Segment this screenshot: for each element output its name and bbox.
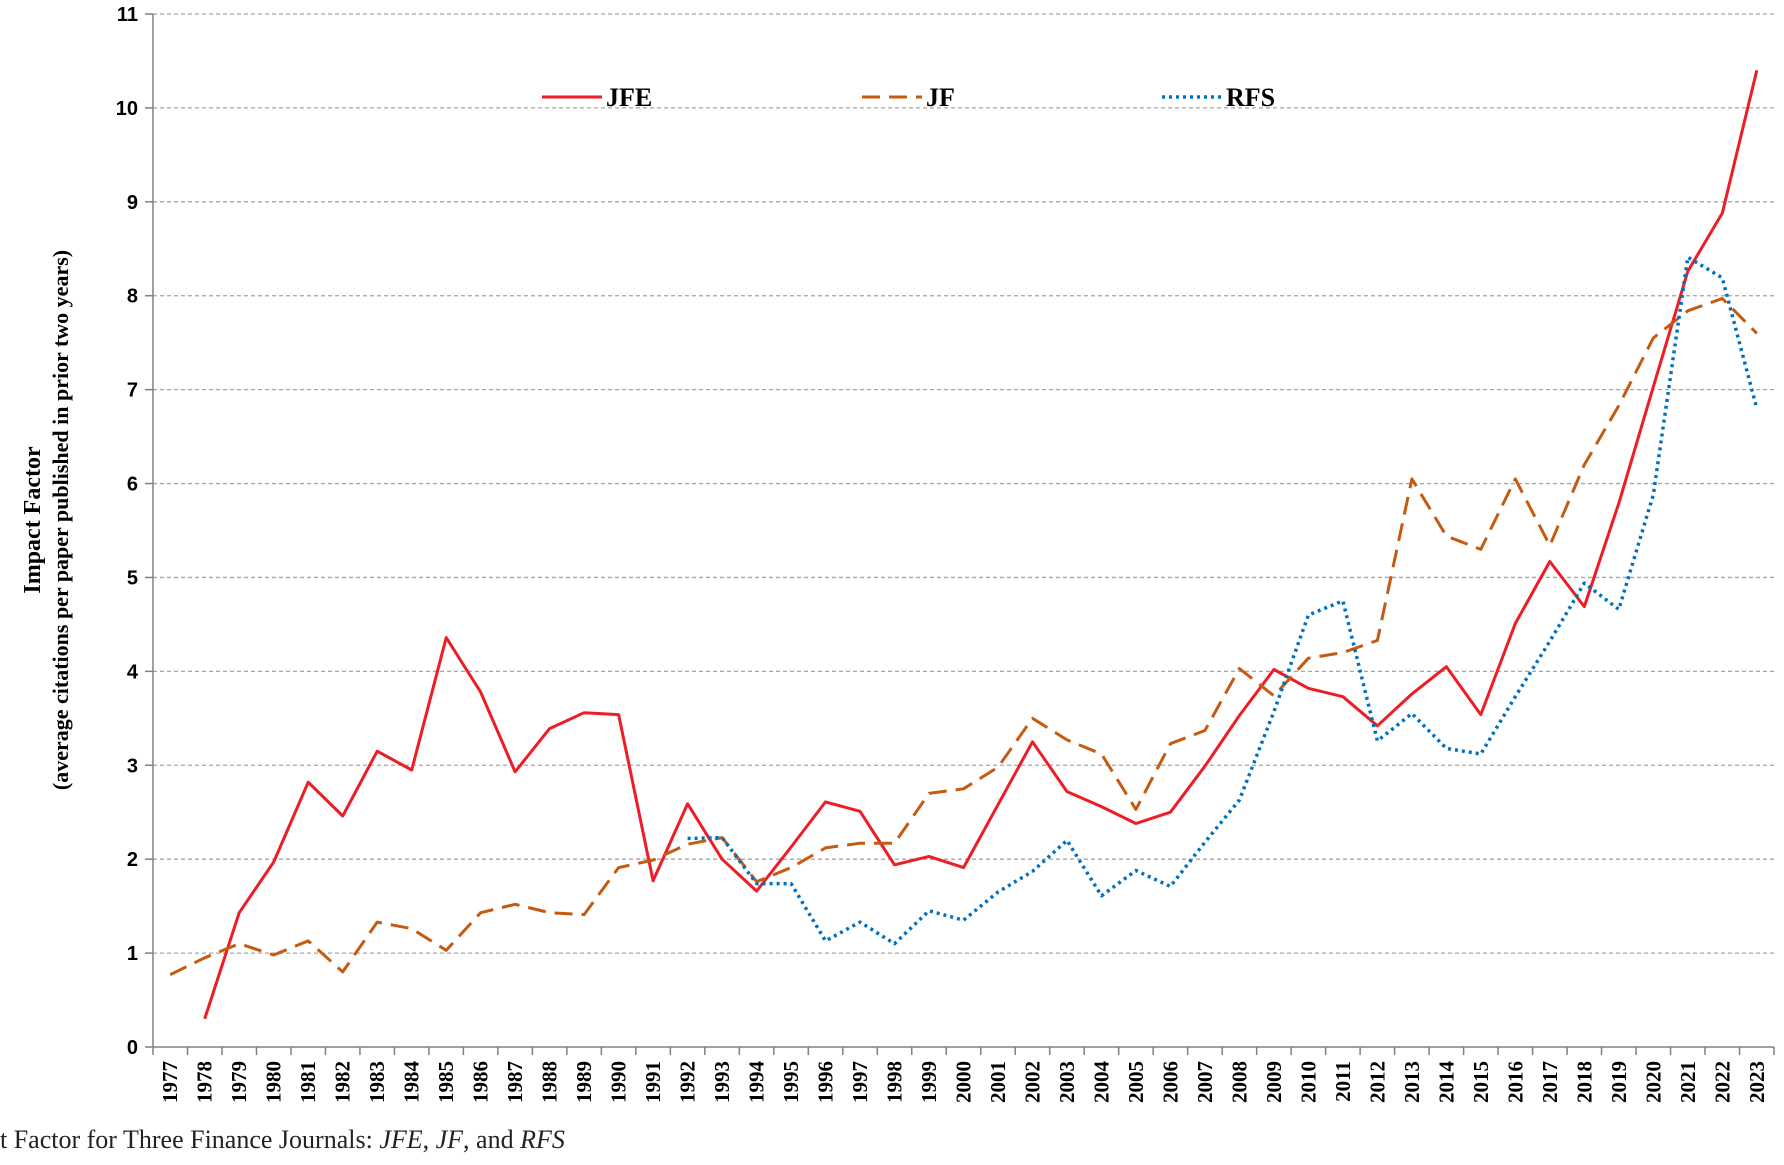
x-tick-label: 2007	[1193, 1061, 1217, 1103]
y-axis-label: Impact Factor	[20, 446, 46, 594]
x-tick-label: 2013	[1400, 1061, 1424, 1103]
x-tick-label: 2020	[1641, 1061, 1665, 1103]
x-tick-label: 2000	[952, 1061, 976, 1103]
x-tick-label: 1980	[262, 1061, 286, 1103]
x-tick-label: 2022	[1710, 1061, 1734, 1103]
axes	[145, 13, 1775, 1055]
gridlines	[153, 13, 1774, 954]
y-tick-label: 6	[127, 474, 138, 496]
series-line-rfs	[687, 255, 1759, 946]
caption-journal-2: JF	[435, 1125, 464, 1154]
legend-label-jf: JF	[926, 83, 955, 112]
caption-journal-1: JFE	[379, 1125, 423, 1154]
x-tick-label: 1979	[227, 1061, 251, 1103]
x-tick-label: 1994	[745, 1061, 769, 1104]
x-axis-tick-labels: 1977 1978 1979 1980 1981 1982 1983 1984 1985 1986…	[158, 1061, 1769, 1104]
x-tick-label: 2021	[1676, 1061, 1700, 1103]
caption-sep-1: ,	[422, 1125, 436, 1154]
y-tick-label: 7	[127, 380, 138, 402]
x-tick-label: 2016	[1503, 1061, 1527, 1103]
x-tick-label: 2005	[1124, 1061, 1148, 1103]
legend: JFE JF RFS	[542, 83, 1275, 112]
x-tick-label: 1985	[434, 1061, 458, 1103]
x-tick-label: 1999	[917, 1061, 941, 1103]
x-tick-label: 2001	[986, 1061, 1010, 1103]
x-tick-label: 1995	[779, 1061, 803, 1103]
y-tick-label: 3	[127, 755, 138, 777]
caption-prefix: t Factor for Three Finance Journals:	[0, 1125, 380, 1154]
x-tick-label: 2004	[1089, 1061, 1113, 1104]
y-tick-label: 9	[127, 192, 138, 214]
y-tick-label: 10	[116, 98, 138, 120]
x-tick-label: 1996	[814, 1061, 838, 1103]
y-tick-label: 1	[127, 943, 138, 965]
caption-sep-2: , and	[463, 1125, 521, 1154]
series-line-jf	[169, 297, 1758, 977]
x-tick-label: 2011	[1331, 1061, 1355, 1102]
x-tick-label: 1992	[676, 1061, 700, 1103]
x-tick-label: 2002	[1020, 1061, 1044, 1103]
y-axis-sublabel: (average citations per paper published i…	[48, 250, 73, 790]
x-tick-label: 2017	[1538, 1061, 1562, 1103]
legend-label-jfe: JFE	[606, 83, 652, 112]
x-tick-label: 2019	[1607, 1061, 1631, 1103]
x-tick-label: 1978	[193, 1061, 217, 1103]
x-tick-label: 2014	[1434, 1061, 1458, 1104]
y-tick-label: 4	[127, 661, 139, 683]
x-tick-label: 2012	[1365, 1061, 1389, 1103]
figure-caption: t Factor for Three Finance Journals: JFE…	[0, 1125, 565, 1155]
x-tick-label: 2006	[1158, 1061, 1182, 1103]
series-lines	[169, 69, 1759, 1020]
y-tick-label: 2	[127, 849, 138, 871]
x-tick-label: 2018	[1572, 1061, 1596, 1103]
x-tick-label: 1998	[883, 1061, 907, 1103]
x-tick-label: 1988	[538, 1061, 562, 1103]
x-tick-label: 2008	[1227, 1061, 1251, 1103]
caption-journal-3: RFS	[520, 1125, 565, 1154]
legend-label-rfs: RFS	[1226, 83, 1275, 112]
y-axis-label-group: Impact Factor (average citations per pap…	[20, 250, 73, 790]
x-tick-label: 1982	[331, 1061, 355, 1103]
x-tick-label: 2010	[1296, 1061, 1320, 1103]
y-tick-label: 5	[127, 567, 138, 589]
x-tick-label: 1977	[158, 1061, 182, 1103]
x-tick-label: 1986	[469, 1061, 493, 1103]
x-tick-label: 2023	[1745, 1061, 1769, 1103]
y-tick-label: 8	[127, 286, 138, 308]
series-line-jfe	[203, 69, 1759, 1020]
x-tick-label: 1984	[400, 1061, 424, 1104]
x-tick-label: 1989	[572, 1061, 596, 1103]
x-tick-label: 1990	[607, 1061, 631, 1103]
x-tick-label: 1987	[503, 1061, 527, 1103]
y-tick-label: 11	[117, 4, 138, 26]
x-tick-label: 1991	[641, 1061, 665, 1103]
x-tick-label: 1993	[710, 1061, 734, 1103]
x-tick-label: 2009	[1262, 1061, 1286, 1103]
x-tick-label: 2003	[1055, 1061, 1079, 1103]
x-tick-label: 1983	[365, 1061, 389, 1103]
x-tick-label: 2015	[1469, 1061, 1493, 1103]
y-axis-tick-labels: 0 1 2 3 4 5 6 7 8 9 10 11	[116, 4, 139, 1059]
x-tick-label: 1981	[296, 1061, 320, 1103]
y-tick-label: 0	[127, 1037, 138, 1059]
x-tick-label: 1997	[848, 1061, 872, 1103]
